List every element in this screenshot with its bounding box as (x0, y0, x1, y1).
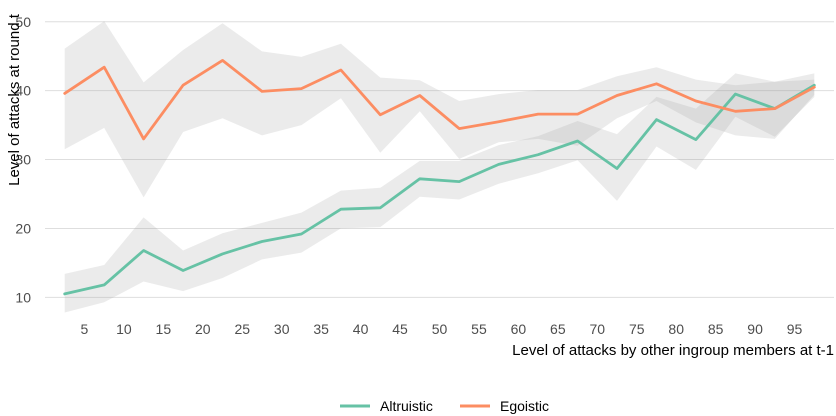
x-tick-label: 60 (511, 321, 527, 337)
y-tick-label: 50 (15, 14, 31, 30)
x-tick-label: 70 (590, 321, 606, 337)
x-tick-label: 55 (471, 321, 487, 337)
legend-label-egoistic: Egoistic (500, 398, 549, 414)
confidence-bands (64, 21, 815, 313)
x-tick-label: 15 (156, 321, 172, 337)
confidence-band-egoistic (64, 21, 815, 198)
x-tick-label: 50 (432, 321, 448, 337)
x-tick-label: 80 (668, 321, 684, 337)
x-tick-label: 10 (116, 321, 132, 337)
x-axis-title: Level of attacks by other ingroup member… (512, 342, 834, 359)
x-tick-label: 25 (234, 321, 250, 337)
confidence-band-altruistic (64, 73, 815, 313)
y-tick-label: 20 (15, 220, 31, 236)
x-tick-label: 5 (81, 321, 89, 337)
y-tick-label: 30 (15, 152, 31, 168)
x-tick-label: 75 (629, 321, 645, 337)
x-tick-label: 95 (787, 321, 803, 337)
y-axis-ticks: 10 20 30 40 50 (15, 14, 31, 306)
series-lines (63, 59, 816, 296)
x-tick-label: 85 (708, 321, 724, 337)
x-tick-label: 45 (392, 321, 408, 337)
y-tick-label: 10 (15, 289, 31, 305)
horizontal-gridlines (45, 21, 834, 298)
x-tick-label: 35 (313, 321, 329, 337)
x-tick-label: 65 (550, 321, 566, 337)
x-axis-ticks: 5 10 15 20 25 30 35 40 45 50 55 60 65 70 75 80 85 90 95 (81, 321, 803, 337)
x-tick-label: 40 (353, 321, 369, 337)
x-tick-label: 30 (274, 321, 290, 337)
y-axis-title: Level of attacks at round t (6, 13, 23, 186)
series-line-egoistic (63, 59, 816, 141)
series-line-altruistic (63, 83, 816, 296)
legend: Altruistic Egoistic (340, 398, 549, 414)
legend-label-altruistic: Altruistic (380, 398, 433, 414)
x-tick-label: 20 (195, 321, 211, 337)
y-tick-label: 40 (15, 83, 31, 99)
x-tick-label: 90 (747, 321, 763, 337)
